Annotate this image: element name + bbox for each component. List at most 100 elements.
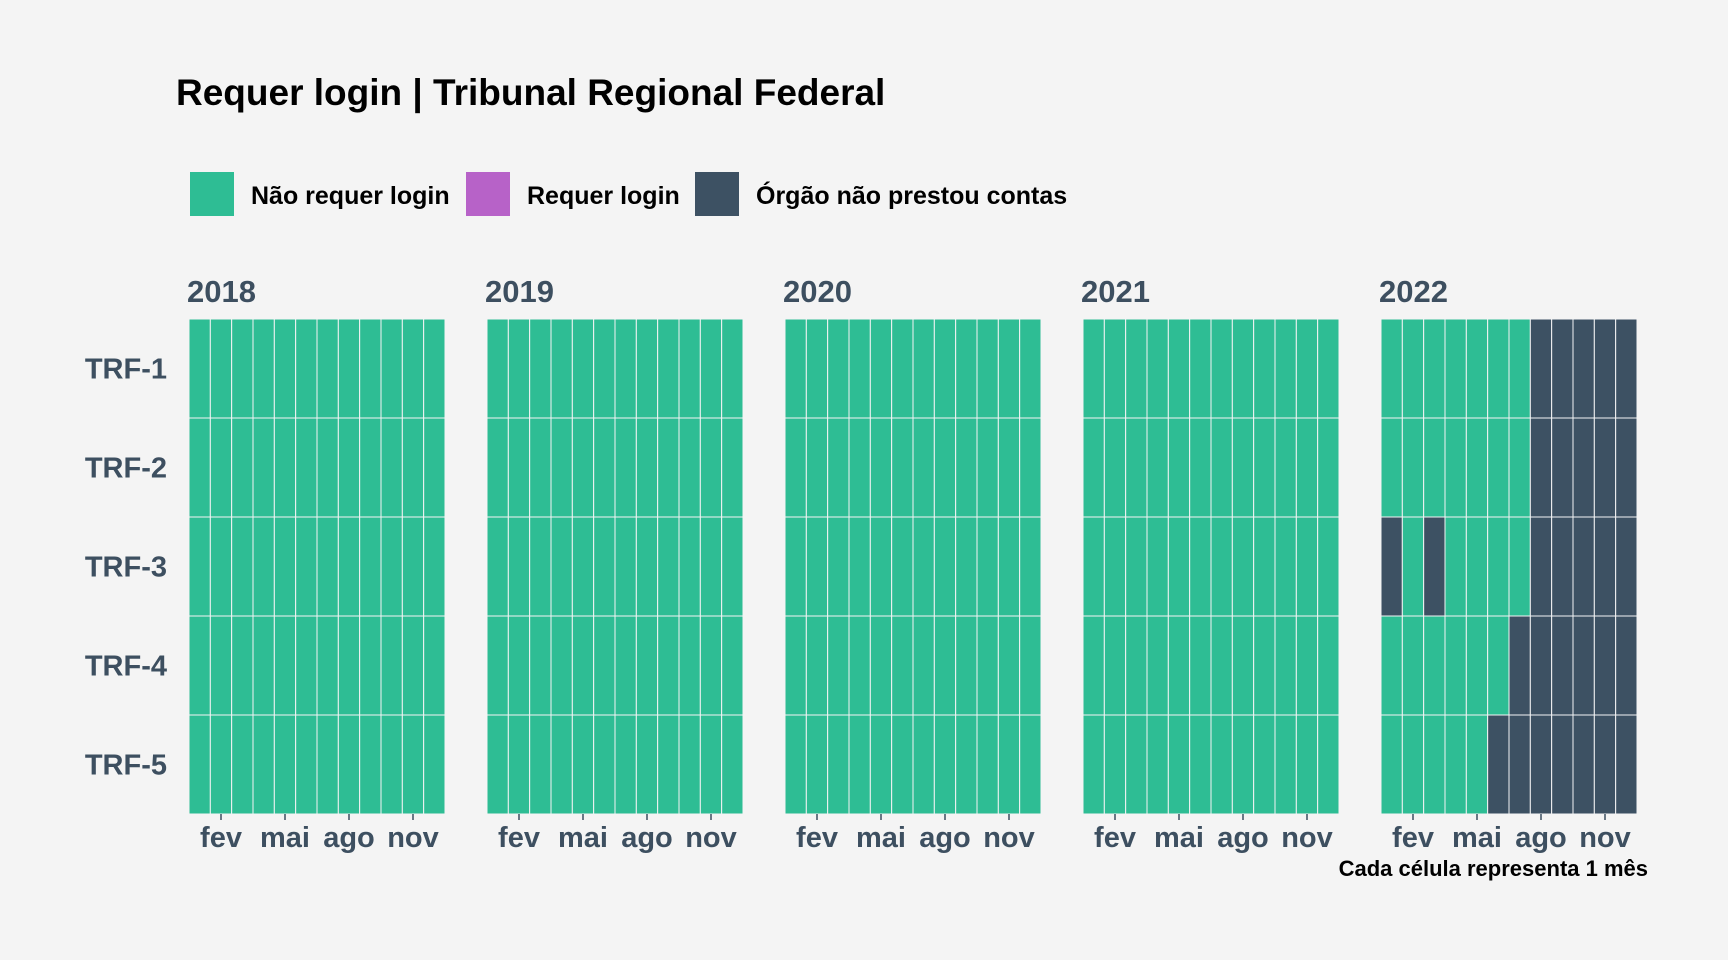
heatmap-cell: 2019 ago TRF-3: Não requer login bbox=[635, 516, 659, 617]
heatmap-cell: 2022 jul TRF-2: Não requer login bbox=[1508, 417, 1531, 518]
heatmap-cell: 2021 jan TRF-1: Não requer login bbox=[1082, 318, 1105, 419]
heatmap-cell: 2019 fev TRF-5: Não requer login bbox=[507, 714, 531, 815]
heatmap-cell: 2019 abr TRF-4: Não requer login bbox=[550, 615, 573, 716]
heatmap-cell: 2019 fev TRF-4: Não requer login bbox=[507, 615, 531, 716]
heatmap-cell: 2021 out TRF-5: Não requer login bbox=[1274, 714, 1297, 815]
heatmap-cell: 2020 mai TRF-4: Não requer login bbox=[869, 615, 893, 716]
heatmap-cell: 2021 abr TRF-3: Não requer login bbox=[1146, 516, 1169, 617]
heatmap-cell: 2021 abr TRF-4: Não requer login bbox=[1146, 615, 1169, 716]
heatmap-cell: 2022 set TRF-1: Órgão não prestou contas bbox=[1551, 318, 1574, 419]
heatmap-cell: 2019 ago TRF-5: Não requer login bbox=[635, 714, 659, 815]
heatmap-cell: 2019 jul TRF-4: Não requer login bbox=[614, 615, 637, 716]
heatmap-cell: 2019 ago TRF-1: Não requer login bbox=[635, 318, 659, 419]
heatmap-cell: 2021 mar TRF-2: Não requer login bbox=[1125, 417, 1148, 518]
heatmap-cell: 2020 out TRF-1: Não requer login bbox=[976, 318, 999, 419]
heatmap-cell: 2018 jun TRF-3: Não requer login bbox=[295, 516, 318, 617]
heatmap-cell: 2020 set TRF-5: Não requer login bbox=[955, 714, 978, 815]
heatmap-cell: 2019 jun TRF-4: Não requer login bbox=[593, 615, 616, 716]
heatmap-cell: 2021 dez TRF-4: Não requer login bbox=[1317, 615, 1340, 716]
heatmap-cell: 2019 abr TRF-1: Não requer login bbox=[550, 318, 573, 419]
heatmap-cell: 2021 mar TRF-4: Não requer login bbox=[1125, 615, 1148, 716]
heatmap-cell: 2021 mai TRF-2: Não requer login bbox=[1167, 417, 1191, 518]
heatmap-cell: 2019 mar TRF-5: Não requer login bbox=[529, 714, 552, 815]
x-tick-label: ago bbox=[1515, 822, 1567, 854]
heatmap-cell: 2019 abr TRF-3: Não requer login bbox=[550, 516, 573, 617]
heatmap-cell: 2022 mar TRF-1: Não requer login bbox=[1423, 318, 1446, 419]
heatmap-cell: 2022 jun TRF-5: Órgão não prestou contas bbox=[1487, 714, 1510, 815]
heatmap-cell: 2021 dez TRF-5: Não requer login bbox=[1317, 714, 1340, 815]
heatmap-cell: 2022 jul TRF-4: Órgão não prestou contas bbox=[1508, 615, 1531, 716]
heatmap-cell: 2019 dez TRF-3: Não requer login bbox=[721, 516, 744, 617]
heatmap-cell: 2019 mai TRF-1: Não requer login bbox=[571, 318, 595, 419]
heatmap-cell: 2018 out TRF-4: Não requer login bbox=[380, 615, 403, 716]
heatmap-cell: 2020 ago TRF-2: Não requer login bbox=[933, 417, 957, 518]
heatmap-cell: 2018 dez TRF-3: Não requer login bbox=[423, 516, 446, 617]
x-tick-label: fev bbox=[498, 822, 540, 854]
heatmap-cell: 2018 set TRF-5: Não requer login bbox=[359, 714, 382, 815]
heatmap-cell: 2019 jun TRF-1: Não requer login bbox=[593, 318, 616, 419]
heatmap-cell: 2022 dez TRF-3: Órgão não prestou contas bbox=[1615, 516, 1638, 617]
heatmap-cell: 2021 out TRF-3: Não requer login bbox=[1274, 516, 1297, 617]
heatmap-cell: 2021 abr TRF-1: Não requer login bbox=[1146, 318, 1169, 419]
heatmap-cell: 2020 jan TRF-4: Não requer login bbox=[784, 615, 807, 716]
legend-swatch bbox=[695, 172, 739, 216]
heatmap-cell: 2019 jul TRF-2: Não requer login bbox=[614, 417, 637, 518]
x-tick-label: mai bbox=[558, 822, 608, 854]
heatmap-cell: 2020 mai TRF-3: Não requer login bbox=[869, 516, 893, 617]
heatmap-cell: 2019 ago TRF-2: Não requer login bbox=[635, 417, 659, 518]
heatmap-cell: 2022 fev TRF-2: Não requer login bbox=[1401, 417, 1425, 518]
heatmap-cell: 2019 fev TRF-2: Não requer login bbox=[507, 417, 531, 518]
heatmap-cell: 2022 mar TRF-4: Não requer login bbox=[1423, 615, 1446, 716]
heatmap-cell: 2022 set TRF-3: Órgão não prestou contas bbox=[1551, 516, 1574, 617]
heatmap-cell: 2021 jul TRF-2: Não requer login bbox=[1210, 417, 1233, 518]
heatmap-cell: 2019 mar TRF-2: Não requer login bbox=[529, 417, 552, 518]
heatmap-cell: 2018 abr TRF-4: Não requer login bbox=[252, 615, 275, 716]
x-tick-label: ago bbox=[621, 822, 673, 854]
heatmap-cell: 2020 fev TRF-4: Não requer login bbox=[805, 615, 829, 716]
heatmap-cell: 2022 jun TRF-1: Não requer login bbox=[1487, 318, 1510, 419]
heatmap-cell: 2020 mai TRF-1: Não requer login bbox=[869, 318, 893, 419]
heatmap-cell: 2021 jun TRF-3: Não requer login bbox=[1189, 516, 1212, 617]
heatmap-cell: 2022 mar TRF-3: Órgão não prestou contas bbox=[1423, 516, 1446, 617]
heatmap-cell: 2018 mai TRF-2: Não requer login bbox=[273, 417, 297, 518]
heatmap-cell: 2020 fev TRF-2: Não requer login bbox=[805, 417, 829, 518]
heatmap-cell: 2019 fev TRF-1: Não requer login bbox=[507, 318, 531, 419]
heatmap-cell: 2018 fev TRF-4: Não requer login bbox=[209, 615, 233, 716]
heatmap-cell: 2019 mai TRF-3: Não requer login bbox=[571, 516, 595, 617]
heatmap-cell: 2018 mar TRF-2: Não requer login bbox=[231, 417, 254, 518]
heatmap-cell: 2018 set TRF-1: Não requer login bbox=[359, 318, 382, 419]
legend-swatch bbox=[190, 172, 234, 216]
heatmap-cell: 2020 dez TRF-1: Não requer login bbox=[1019, 318, 1042, 419]
x-tick-label: mai bbox=[856, 822, 906, 854]
heatmap-cell: 2018 dez TRF-2: Não requer login bbox=[423, 417, 446, 518]
x-tick-label: nov bbox=[983, 822, 1035, 854]
heatmap-cell: 2022 dez TRF-2: Órgão não prestou contas bbox=[1615, 417, 1638, 518]
heatmap-cell: 2018 abr TRF-2: Não requer login bbox=[252, 417, 275, 518]
heatmap-cell: 2022 jan TRF-5: Não requer login bbox=[1380, 714, 1403, 815]
heatmap-cell: 2021 fev TRF-4: Não requer login bbox=[1103, 615, 1127, 716]
heatmap-cell: 2021 mai TRF-1: Não requer login bbox=[1167, 318, 1191, 419]
heatmap-cell: 2020 jun TRF-3: Não requer login bbox=[891, 516, 914, 617]
x-tick-label: fev bbox=[200, 822, 242, 854]
heatmap-cell: 2019 mai TRF-2: Não requer login bbox=[571, 417, 595, 518]
x-tick-label: nov bbox=[685, 822, 737, 854]
heatmap-cell: 2021 jul TRF-1: Não requer login bbox=[1210, 318, 1233, 419]
heatmap-cell: 2020 abr TRF-4: Não requer login bbox=[848, 615, 871, 716]
heatmap-cell: 2020 dez TRF-4: Não requer login bbox=[1019, 615, 1042, 716]
heatmap-cell: 2021 nov TRF-2: Não requer login bbox=[1295, 417, 1319, 518]
heatmap-cell: 2018 jul TRF-3: Não requer login bbox=[316, 516, 339, 617]
heatmap-cell: 2019 jul TRF-5: Não requer login bbox=[614, 714, 637, 815]
heatmap-cell: 2018 jul TRF-4: Não requer login bbox=[316, 615, 339, 716]
heatmap-cell: 2022 fev TRF-1: Não requer login bbox=[1401, 318, 1425, 419]
heatmap-cell: 2018 abr TRF-5: Não requer login bbox=[252, 714, 275, 815]
heatmap-cell: 2018 jun TRF-5: Não requer login bbox=[295, 714, 318, 815]
facet-title-2021: 2021 bbox=[1081, 274, 1150, 309]
heatmap-cell: 2021 jul TRF-4: Não requer login bbox=[1210, 615, 1233, 716]
heatmap-cell: 2020 jul TRF-2: Não requer login bbox=[912, 417, 935, 518]
heatmap-cell: 2021 jan TRF-2: Não requer login bbox=[1082, 417, 1105, 518]
heatmap-cell: 2020 jan TRF-1: Não requer login bbox=[784, 318, 807, 419]
heatmap-cell: 2019 jul TRF-3: Não requer login bbox=[614, 516, 637, 617]
heatmap-cell: 2022 fev TRF-4: Não requer login bbox=[1401, 615, 1425, 716]
heatmap-cell: 2018 abr TRF-3: Não requer login bbox=[252, 516, 275, 617]
heatmap-cell: 2022 abr TRF-1: Não requer login bbox=[1444, 318, 1467, 419]
